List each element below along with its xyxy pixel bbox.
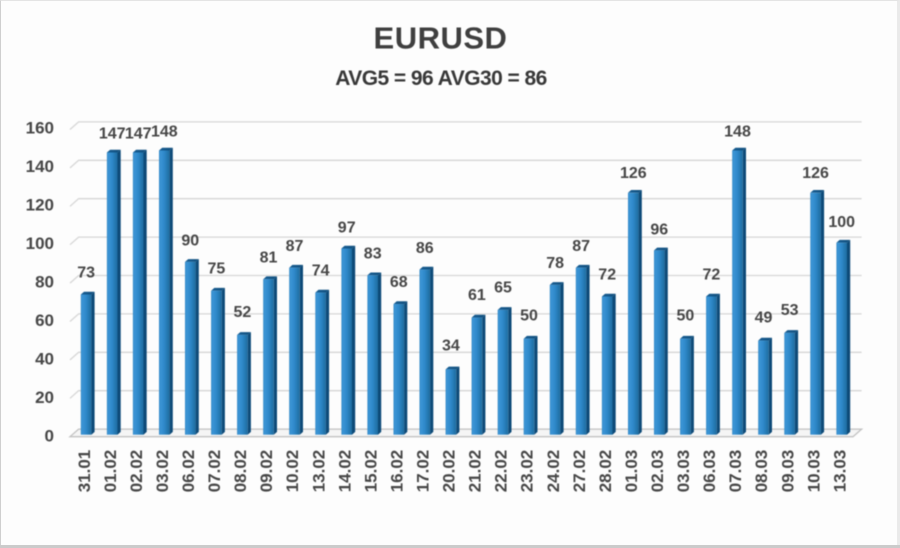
svg-text:86: 86 <box>416 240 434 257</box>
svg-text:49: 49 <box>755 310 773 327</box>
svg-text:01.03: 01.03 <box>622 450 641 493</box>
svg-text:52: 52 <box>234 304 252 321</box>
svg-text:23.02: 23.02 <box>518 450 537 493</box>
svg-text:81: 81 <box>260 250 278 267</box>
svg-text:78: 78 <box>546 255 564 272</box>
svg-text:01.02: 01.02 <box>101 450 120 493</box>
svg-text:20.02: 20.02 <box>440 450 459 493</box>
svg-text:72: 72 <box>598 266 616 283</box>
svg-text:97: 97 <box>338 219 356 236</box>
svg-text:06.03: 06.03 <box>700 450 719 493</box>
svg-text:08.02: 08.02 <box>231 450 250 493</box>
svg-text:03.03: 03.03 <box>674 450 693 493</box>
svg-text:20: 20 <box>35 388 54 407</box>
svg-text:90: 90 <box>181 233 199 250</box>
svg-text:148: 148 <box>151 124 178 141</box>
svg-text:24.02: 24.02 <box>544 450 563 493</box>
svg-text:13.02: 13.02 <box>309 450 328 493</box>
svg-text:AVG5 = 96 AVG30 = 86: AVG5 = 96 AVG30 = 86 <box>335 67 547 90</box>
svg-text:72: 72 <box>703 266 721 283</box>
svg-text:75: 75 <box>208 261 226 278</box>
svg-text:80: 80 <box>35 273 54 292</box>
svg-text:EURUSD: EURUSD <box>374 21 508 56</box>
svg-text:96: 96 <box>650 221 668 238</box>
svg-text:87: 87 <box>572 238 590 255</box>
svg-text:50: 50 <box>677 308 695 325</box>
svg-text:08.03: 08.03 <box>752 450 771 493</box>
svg-text:147: 147 <box>125 126 152 143</box>
svg-text:16.02: 16.02 <box>388 450 407 493</box>
svg-text:07.03: 07.03 <box>726 450 745 493</box>
svg-text:02.03: 02.03 <box>648 450 667 493</box>
svg-text:100: 100 <box>828 214 855 231</box>
svg-text:09.02: 09.02 <box>257 450 276 493</box>
svg-text:0: 0 <box>45 426 54 445</box>
svg-text:53: 53 <box>781 302 799 319</box>
svg-text:13.03: 13.03 <box>830 450 849 493</box>
svg-text:10.03: 10.03 <box>804 450 823 493</box>
svg-text:34: 34 <box>442 338 460 355</box>
svg-text:31.01: 31.01 <box>75 450 94 493</box>
svg-text:02.02: 02.02 <box>127 450 146 493</box>
svg-text:160: 160 <box>26 119 54 138</box>
svg-text:65: 65 <box>494 280 512 297</box>
svg-text:100: 100 <box>26 234 54 253</box>
svg-text:14.02: 14.02 <box>335 450 354 493</box>
svg-text:140: 140 <box>26 157 54 176</box>
svg-text:03.02: 03.02 <box>153 450 172 493</box>
svg-text:21.02: 21.02 <box>466 450 485 493</box>
svg-text:68: 68 <box>390 274 408 291</box>
svg-text:50: 50 <box>520 308 538 325</box>
svg-text:74: 74 <box>312 263 330 280</box>
svg-text:148: 148 <box>724 124 751 141</box>
svg-text:83: 83 <box>364 246 382 263</box>
svg-text:87: 87 <box>286 238 304 255</box>
svg-text:10.02: 10.02 <box>283 450 302 493</box>
svg-text:61: 61 <box>468 287 486 304</box>
svg-text:40: 40 <box>35 349 54 368</box>
svg-text:27.02: 27.02 <box>570 450 589 493</box>
svg-text:09.03: 09.03 <box>778 450 797 493</box>
svg-text:126: 126 <box>802 165 829 182</box>
svg-text:06.02: 06.02 <box>179 450 198 493</box>
svg-text:120: 120 <box>26 196 54 215</box>
svg-text:73: 73 <box>77 265 95 282</box>
svg-text:15.02: 15.02 <box>361 450 380 493</box>
svg-text:60: 60 <box>35 311 54 330</box>
svg-text:07.02: 07.02 <box>205 450 224 493</box>
svg-text:126: 126 <box>620 165 647 182</box>
svg-text:28.02: 28.02 <box>596 450 615 493</box>
svg-text:17.02: 17.02 <box>414 450 433 493</box>
svg-text:147: 147 <box>99 126 126 143</box>
svg-text:22.02: 22.02 <box>492 450 511 493</box>
